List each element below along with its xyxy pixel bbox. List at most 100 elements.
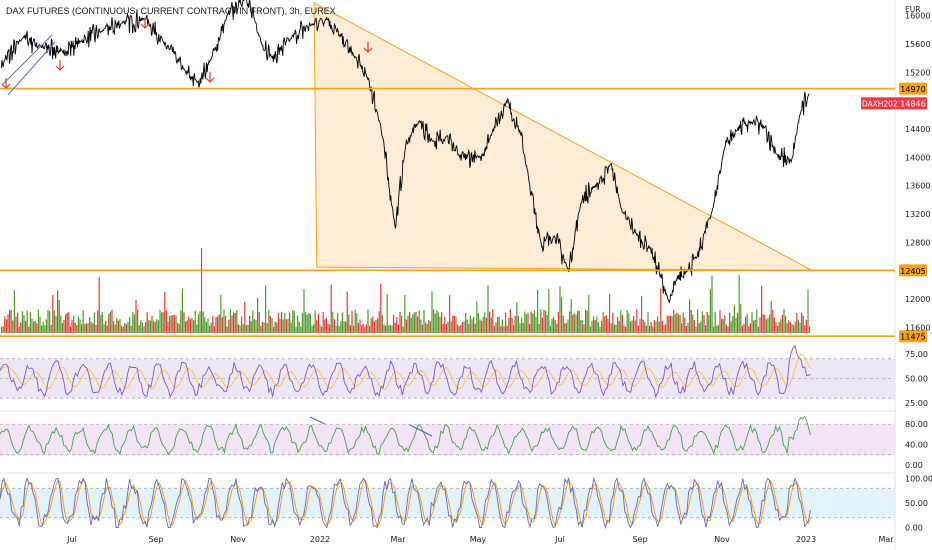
volume-bar: [727, 326, 729, 333]
volume-bar: [303, 289, 305, 333]
volume-bar: [661, 321, 663, 333]
volume-bar: [212, 316, 214, 333]
volume-bar: [495, 322, 497, 333]
volume-bar: [401, 315, 403, 333]
volume-bar: [479, 319, 481, 333]
volume-bar: [341, 312, 343, 333]
volume-bar: [135, 300, 137, 333]
volume-bar: [681, 323, 683, 333]
volume-bar: [233, 312, 235, 333]
volume-bar: [583, 324, 585, 333]
volume-bar: [751, 311, 753, 333]
volume-bar: [258, 312, 260, 333]
price-tick-12000: 12000: [905, 295, 930, 304]
volume-bar: [29, 312, 31, 333]
volume-bar: [372, 316, 374, 333]
volume-bar: [255, 319, 257, 333]
volume-bar: [461, 322, 463, 333]
volume-bar: [210, 322, 212, 333]
volume-bar: [463, 321, 465, 333]
volume-bar: [548, 289, 550, 333]
volume-bar: [15, 316, 17, 333]
volume-bar: [700, 321, 702, 333]
volume-bar: [485, 317, 487, 333]
volume-bar: [693, 320, 695, 333]
volume-bar: [50, 324, 52, 333]
volume-bar: [197, 314, 199, 333]
volume-bar: [801, 312, 803, 333]
volume-bar: [684, 317, 686, 333]
volume-bar: [338, 326, 340, 333]
volume-bar: [60, 315, 62, 333]
volume-bar: [191, 317, 193, 333]
volume-bar: [161, 312, 163, 333]
volume-bar: [777, 326, 779, 333]
volume-bar: [140, 320, 142, 333]
level-badge-11475: [899, 330, 927, 343]
volume-bar: [570, 299, 572, 333]
volume-bar: [186, 320, 188, 333]
volume-bar: [202, 311, 204, 333]
volume-bar: [466, 319, 468, 333]
volume-bar: [85, 323, 87, 333]
volume-bar: [252, 310, 254, 333]
volume-bar: [292, 310, 294, 333]
volume-bar: [669, 315, 671, 333]
volume-bar: [375, 319, 377, 333]
time-label-May: May: [470, 535, 487, 544]
volume-bar: [313, 324, 315, 333]
volume-bar: [668, 315, 670, 333]
volume-bar: [169, 316, 171, 333]
volume-bar: [748, 326, 750, 333]
volume-bar: [100, 314, 102, 333]
volume-bar: [426, 324, 428, 333]
volume-bar: [353, 325, 355, 333]
down-arrow-2: [205, 72, 215, 83]
volume-bar: [36, 323, 38, 333]
price-tick-13200: 13200: [905, 210, 930, 219]
level-label-12405: 12405: [900, 267, 925, 276]
volume-bar: [137, 309, 139, 333]
volume-bar: [436, 310, 438, 333]
volume-bar: [522, 322, 524, 333]
stoch-tick-100.00: 100.00: [905, 474, 932, 483]
volume-bar: [399, 311, 401, 333]
volume-bar: [396, 317, 398, 333]
volume-bar: [655, 321, 657, 333]
volume-bar: [449, 295, 451, 333]
volume-bar: [503, 326, 505, 333]
volume-bar: [154, 322, 156, 333]
volume-bar: [349, 325, 351, 333]
volume-bar: [289, 312, 291, 333]
volume-bar: [153, 320, 155, 333]
volume-bar: [98, 277, 100, 333]
volume-bar: [89, 317, 91, 333]
volume-bar: [517, 315, 519, 333]
cci-divergence-2: [409, 424, 433, 437]
volume-bar: [359, 319, 361, 333]
volume-bar: [274, 321, 276, 333]
volume-bar: [444, 316, 446, 333]
volume-bar: [588, 294, 590, 333]
volume-bar: [111, 309, 113, 333]
price-tick-12800: 12800: [905, 238, 930, 247]
volume-bar: [31, 318, 33, 333]
volume-bar: [417, 316, 419, 333]
volume-bar: [423, 310, 425, 333]
volume-bar: [41, 325, 43, 333]
volume-bar: [647, 311, 649, 333]
volume-bar: [653, 320, 655, 333]
volume-bar: [473, 316, 475, 333]
volume-bar: [109, 311, 111, 333]
oscillator-bands: [0, 358, 895, 518]
volume-bar: [18, 326, 20, 333]
price-tick-16000: 16000: [905, 12, 930, 21]
volume-bar: [602, 312, 604, 333]
price-tick-15600: 15600: [905, 40, 930, 49]
volume-bar: [247, 324, 249, 333]
volume-bar: [165, 310, 167, 333]
volume-bar: [20, 322, 22, 333]
volume-bar: [361, 325, 363, 333]
